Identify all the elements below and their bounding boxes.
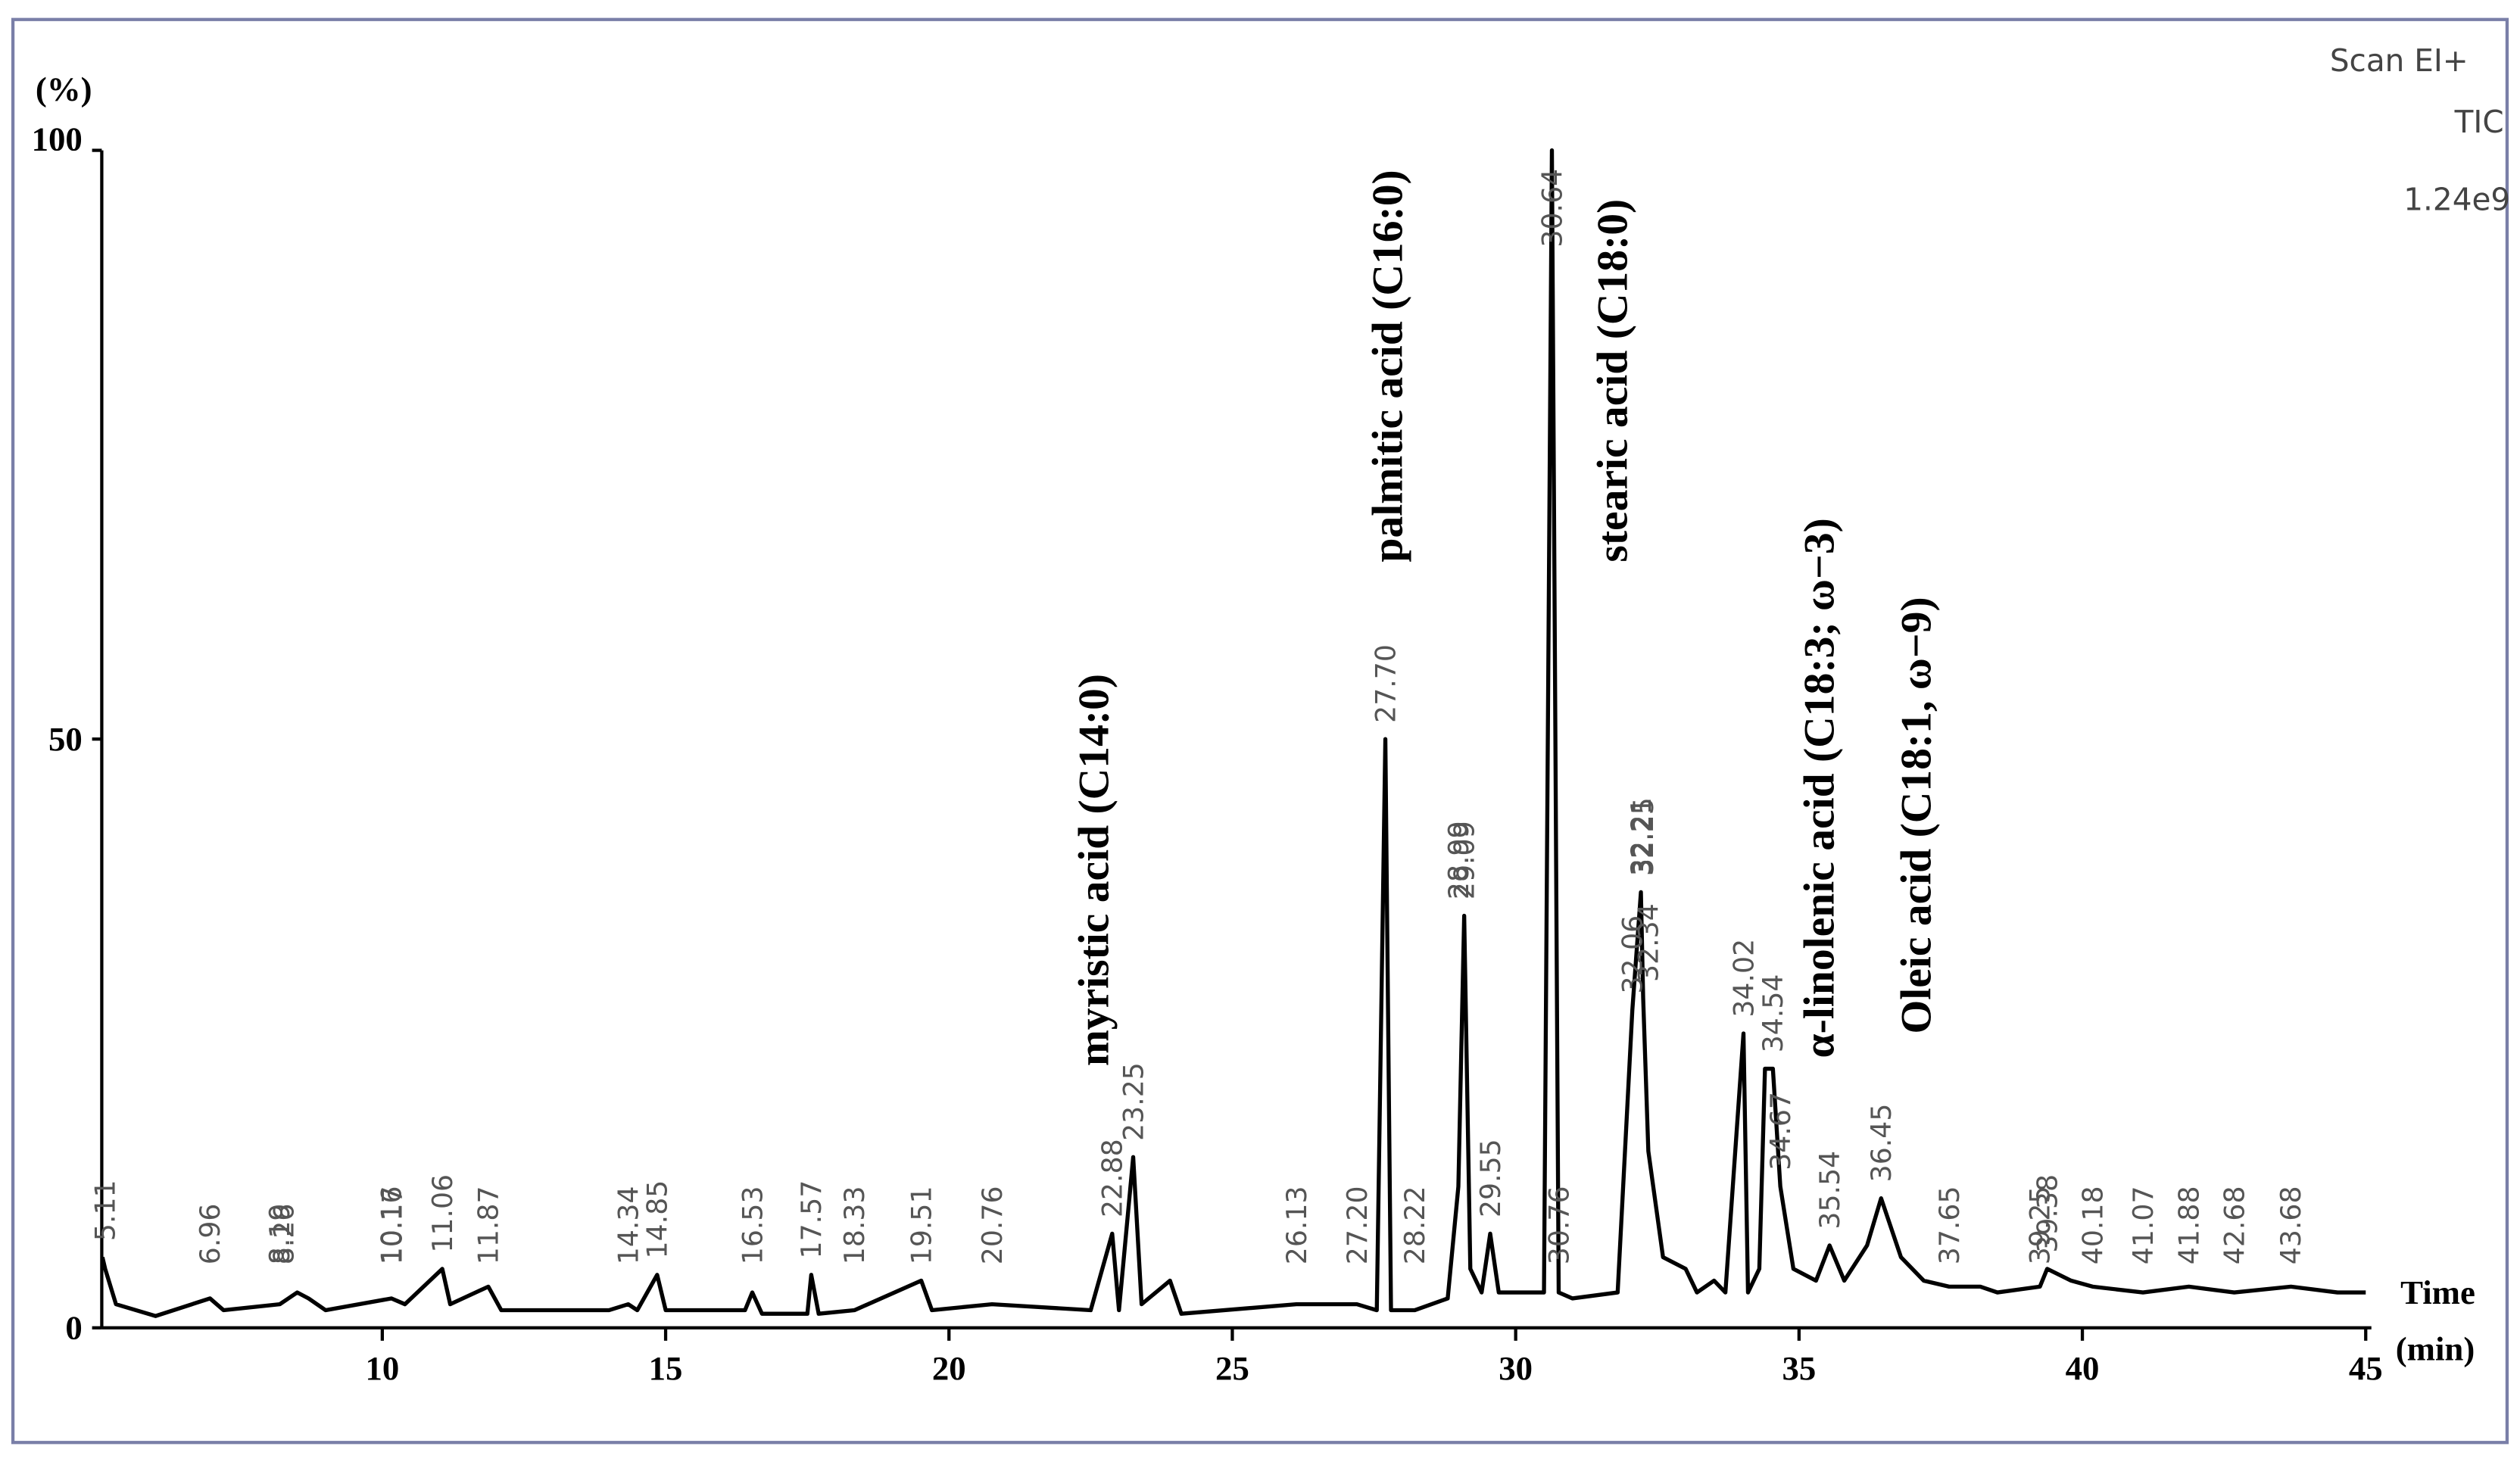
annotation: palmitic acid (C16:0)	[1364, 170, 1412, 562]
peak-label: 28.99	[1442, 821, 1475, 899]
y-tick-label: 0	[65, 1309, 82, 1347]
peak-label: 10.16	[376, 1186, 408, 1264]
x-tick-label: 25	[1215, 1349, 1249, 1387]
peak-label: 30.64	[1536, 169, 1568, 248]
corner-text: Scan EI+	[2330, 42, 2469, 79]
peak-label: 27.20	[1341, 1186, 1374, 1264]
peak-label: 32.21	[1625, 797, 1658, 876]
peak-label: 39.38	[2031, 1174, 2063, 1253]
peak-label: 40.18	[2076, 1186, 2109, 1264]
peak-label: 29.55	[1474, 1139, 1507, 1217]
x-tick-label: 35	[1782, 1349, 1816, 1387]
peak-label: 30.76	[1542, 1186, 1575, 1264]
peak-label: 6.96	[194, 1204, 226, 1265]
peak-label: 14.34	[612, 1186, 644, 1264]
corner-text: 1.24e9	[2403, 182, 2510, 218]
x-axis-label: Time	[2400, 1273, 2475, 1311]
x-tick-label: 20	[932, 1349, 966, 1387]
peak-label: 41.88	[2173, 1186, 2206, 1264]
peak-label: 32.06	[1617, 915, 1649, 994]
peak-label: 11.06	[426, 1174, 459, 1253]
annotation: stearic acid (C18:0)	[1589, 199, 1636, 563]
peak-label: 26.13	[1280, 1186, 1313, 1264]
y-tick-label: 100	[32, 120, 83, 158]
x-tick-label: 10	[365, 1349, 399, 1387]
annotation: α-linolenic acid (C18:3; ω−3)	[1795, 518, 1843, 1058]
x-tick-label: 30	[1499, 1349, 1533, 1387]
peak-label: 5.11	[89, 1180, 122, 1241]
peak-label: 8.19	[264, 1204, 296, 1265]
peak-label: 18.33	[838, 1186, 871, 1264]
peak-label: 42.68	[2218, 1186, 2250, 1264]
trace	[100, 148, 2366, 1318]
peak-label: 32.34	[1633, 903, 1665, 982]
peak-label: 28.22	[1399, 1186, 1431, 1264]
corner-text: TIC	[2454, 104, 2504, 140]
peak-label: 34.54	[1757, 974, 1789, 1053]
peak-label: 27.70	[1369, 644, 1402, 723]
frame	[11, 17, 2509, 1445]
peak-label: 39.25	[2024, 1186, 2057, 1264]
peak-label: 35.54	[1814, 1151, 1846, 1230]
peak-label: 20.76	[976, 1186, 1009, 1264]
peak-label: 41.07	[2127, 1186, 2160, 1264]
x-axis-label: (min)	[2396, 1330, 2475, 1367]
peak-label: 32.25	[1627, 797, 1660, 876]
peak-label: 10.17	[376, 1186, 408, 1264]
y-tick-label: 50	[48, 720, 83, 758]
peak-label: 34.02	[1727, 939, 1760, 1018]
x-tick-label: 45	[2349, 1349, 2383, 1387]
peak-label: 34.67	[1764, 1092, 1797, 1171]
peak-label: 19.51	[905, 1186, 937, 1264]
peak-label: 23.25	[1117, 1062, 1149, 1141]
y-axis-label: (%)	[36, 70, 92, 108]
peak-label: 11.87	[472, 1186, 505, 1264]
peak-label: 17.57	[795, 1180, 828, 1259]
peak-label: 14.85	[641, 1180, 674, 1259]
peak-label: 37.65	[1933, 1186, 1966, 1264]
peak-label: 22.88	[1096, 1139, 1129, 1217]
peak-label: 8.26	[267, 1204, 300, 1265]
x-tick-label: 40	[2066, 1349, 2100, 1387]
annotation: Oleic acid (C18:1, ω−9)	[1892, 597, 1940, 1033]
peak-label: 16.53	[736, 1186, 769, 1264]
peak-label: 29.09	[1448, 821, 1480, 899]
annotation: myristic acid (C14:0)	[1070, 674, 1118, 1066]
x-tick-label: 15	[649, 1349, 683, 1387]
peak-label: 43.68	[2275, 1186, 2307, 1264]
peak-label: 36.45	[1865, 1104, 1898, 1183]
